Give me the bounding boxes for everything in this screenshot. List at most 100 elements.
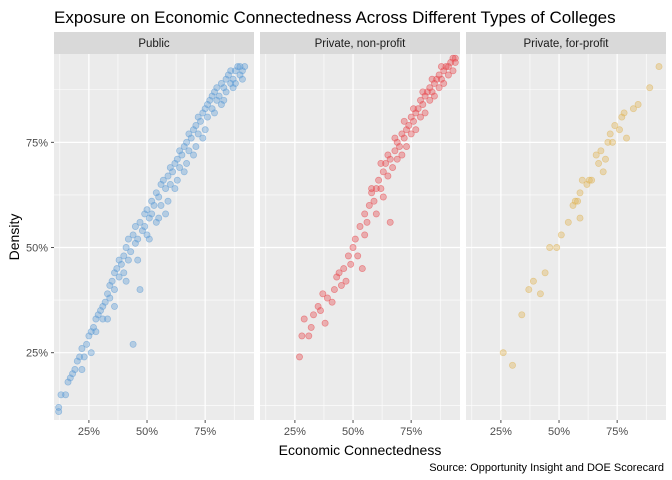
facet-strip [260, 32, 460, 54]
facet-strip [466, 32, 666, 54]
data-point [655, 63, 663, 71]
data-point [386, 155, 394, 163]
data-point [428, 88, 436, 96]
data-point [578, 176, 586, 184]
data-point [449, 67, 457, 75]
data-point [143, 231, 151, 239]
data-point [213, 84, 221, 92]
data-point [83, 340, 91, 348]
data-point [609, 138, 616, 146]
data-point [136, 218, 144, 226]
data-point [176, 164, 184, 172]
data-point [227, 67, 235, 75]
data-point [129, 340, 137, 348]
data-point [518, 311, 526, 319]
data-point [363, 218, 371, 226]
chart-title: Exposure on Economic Connectedness Acros… [54, 8, 616, 27]
data-point [344, 252, 352, 260]
data-point [379, 193, 387, 201]
data-point [171, 159, 179, 167]
data-point [78, 345, 86, 352]
data-point [368, 185, 376, 193]
data-point [419, 101, 427, 108]
series-points [55, 63, 249, 416]
data-point [152, 189, 160, 197]
data-point [201, 105, 209, 113]
data-point [426, 84, 434, 92]
data-point [238, 67, 246, 75]
data-point [234, 63, 242, 71]
data-point [354, 252, 362, 260]
data-point [231, 67, 239, 75]
data-point [379, 168, 387, 176]
data-point [435, 71, 443, 79]
data-point [155, 214, 163, 222]
data-point [199, 134, 207, 142]
data-point [410, 117, 417, 125]
data-point [634, 101, 642, 108]
data-point [124, 256, 132, 264]
data-point [127, 248, 135, 256]
data-point [62, 391, 70, 399]
data-point [129, 231, 137, 239]
data-point [310, 311, 317, 319]
data-point [80, 353, 88, 361]
data-point [197, 117, 204, 125]
data-point [64, 378, 72, 386]
data-point [141, 223, 149, 230]
data-point [595, 159, 603, 167]
data-point [412, 109, 420, 117]
data-point [564, 218, 572, 226]
data-point [85, 332, 93, 340]
plot-panel [260, 54, 460, 420]
data-point [361, 231, 369, 239]
data-point [616, 126, 623, 134]
data-point [187, 134, 195, 142]
data-point [183, 138, 191, 146]
plot-panel [466, 54, 666, 420]
data-point [400, 134, 408, 142]
data-point [120, 252, 128, 260]
data-point [330, 286, 338, 294]
data-point [120, 269, 128, 277]
facet-strip-label: Public [138, 38, 170, 50]
data-point [134, 256, 142, 264]
data-point [305, 332, 313, 340]
data-point [611, 122, 619, 129]
data-point [449, 54, 457, 62]
data-point [111, 302, 118, 310]
data-point [403, 126, 410, 134]
data-point [97, 307, 104, 315]
data-point [136, 286, 144, 294]
data-point [451, 54, 459, 62]
data-point [122, 277, 130, 285]
data-point [525, 286, 533, 294]
data-point [398, 130, 406, 138]
facet-strip-label: Private, for-profit [524, 38, 610, 50]
data-point [430, 92, 438, 100]
data-point [426, 96, 434, 104]
data-point [356, 223, 364, 230]
data-point [73, 357, 81, 365]
data-point [509, 361, 516, 369]
data-point [236, 63, 244, 71]
facet-panel: Private, non-profit 25% 50% 75% [260, 32, 460, 438]
data-point [323, 294, 331, 302]
data-point [440, 67, 448, 75]
x-tick-label: 50% [548, 426, 570, 438]
data-point [541, 269, 549, 277]
data-point [229, 75, 237, 83]
x-tick-label: 50% [342, 426, 364, 438]
data-point [499, 349, 507, 357]
data-point [553, 244, 561, 251]
data-point [192, 122, 200, 129]
x-axis-title: Economic Connectedness [279, 442, 442, 458]
data-point [349, 244, 357, 251]
series-points [296, 54, 459, 361]
plot-panel [54, 54, 254, 420]
data-point [377, 185, 385, 193]
data-point [106, 294, 114, 302]
data-point [92, 328, 100, 336]
data-point [115, 273, 123, 281]
data-point [421, 109, 429, 117]
